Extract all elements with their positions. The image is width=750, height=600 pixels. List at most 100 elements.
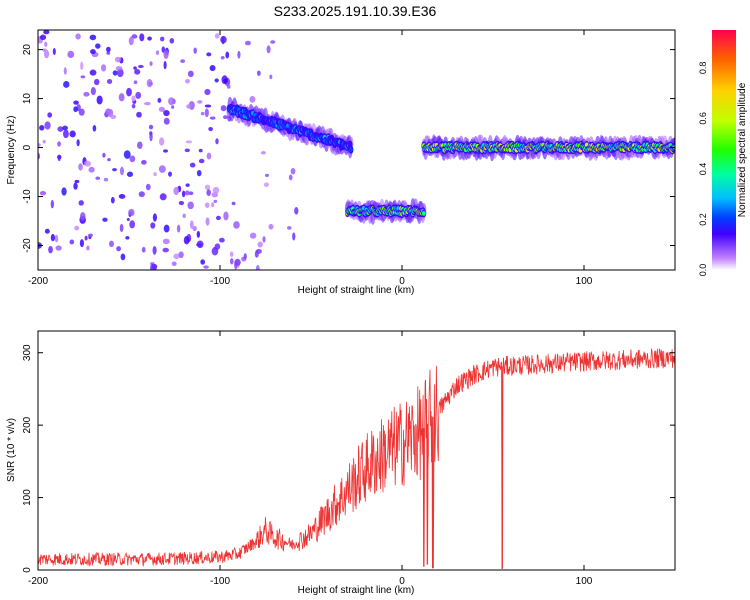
snr-panel: -200 -100 0 100 0 100 200 300 Height of straig…	[6, 330, 676, 596]
colorbar-tick-label: 0.4	[698, 163, 708, 176]
heatmap-cell	[62, 129, 69, 139]
heatmap-cell	[102, 152, 106, 158]
heatmap-cell	[43, 30, 50, 35]
snr-dips	[423, 366, 503, 569]
heatmap-cell	[39, 190, 47, 196]
heatmap-cell	[189, 220, 194, 229]
heatmap-cell	[204, 88, 211, 96]
heatmap-cell	[184, 190, 190, 196]
heatmap-cell	[211, 202, 215, 208]
heatmap-cell	[61, 187, 67, 196]
heatmap-cell	[206, 189, 211, 196]
heatmap-cell	[163, 60, 167, 70]
heatmap-cell	[128, 36, 134, 46]
snr-x-label: Height of straight line (km)	[298, 585, 415, 596]
heatmap-cell	[44, 41, 48, 47]
snr-y-ticks: 0 100 200 300	[22, 344, 675, 573]
heatmap-cell	[115, 66, 123, 71]
heatmap-cell	[126, 217, 130, 222]
snr-y-label: SNR (10 * v/v)	[6, 418, 17, 482]
spectrogram-frame	[37, 29, 676, 271]
heatmap-cell	[162, 238, 170, 245]
heatmap-cell	[266, 45, 271, 54]
heatmap-cell	[176, 224, 181, 233]
heatmap-cell	[143, 101, 151, 106]
heatmap-cell	[107, 157, 111, 162]
heatmap-cell	[244, 40, 251, 46]
heatmap-cell	[106, 51, 111, 55]
x-tick-label: 100	[576, 276, 593, 287]
heatmap-cell	[57, 154, 61, 162]
heatmap-cell	[155, 50, 160, 55]
heatmap-cell	[229, 251, 234, 257]
heatmap-cell	[169, 38, 175, 44]
heatmap-cell	[254, 250, 259, 258]
heatmap-cell	[206, 52, 212, 57]
heatmap-cell	[269, 74, 273, 80]
heatmap-cell	[131, 34, 138, 39]
heatmap-cell	[80, 61, 84, 70]
heatmap-cell	[80, 75, 86, 79]
heatmap-cell	[220, 56, 225, 60]
heatmap-region-noise	[227, 40, 276, 270]
heatmap-cell	[86, 245, 90, 251]
heatmap-cell	[141, 246, 146, 253]
heatmap-cell	[243, 253, 247, 260]
spectrogram-x-ticks: -200 -100 0 100	[28, 30, 593, 287]
heatmap-cell	[204, 108, 209, 118]
heatmap-cell	[153, 172, 157, 177]
heatmap-cell	[54, 234, 59, 243]
heatmap-cell	[126, 171, 134, 177]
heatmap-cell	[69, 130, 76, 138]
heatmap-cell	[233, 221, 240, 229]
heatmap-cell	[118, 194, 126, 199]
heatmap-cell	[200, 259, 206, 265]
heatmap-cell	[44, 228, 50, 234]
heatmap-cell	[133, 66, 137, 70]
heatmap-region-noise	[38, 30, 231, 270]
heatmap-cell	[74, 225, 80, 231]
heatmap-cell	[83, 91, 90, 97]
heatmap-cell	[257, 241, 263, 248]
heatmap-cell	[290, 167, 296, 175]
colorbar: 0.0 0.2 0.4 0.6 0.8 Normalized spectral ampl…	[698, 30, 748, 276]
heatmap-marks	[38, 30, 675, 270]
snr-plot-area	[38, 331, 675, 570]
heatmap-cell	[184, 148, 190, 153]
heatmap-cell	[136, 111, 142, 118]
heatmap-cell	[88, 166, 95, 173]
heatmap-cell	[208, 127, 213, 132]
heatmap-cell	[129, 220, 136, 229]
heatmap-cell	[119, 166, 124, 176]
heatmap-cell	[150, 263, 157, 270]
x-tick-label: 0	[399, 276, 405, 287]
heatmap-cell	[89, 34, 97, 41]
heatmap-cell	[196, 169, 202, 177]
heatmap-cell	[180, 59, 186, 64]
heatmap-cell	[119, 223, 124, 233]
colorbar-ticks: 0.0 0.2 0.4 0.6 0.8	[698, 62, 708, 277]
heatmap-cell	[294, 207, 299, 215]
heatmap-cell	[223, 211, 229, 221]
heatmap-cell	[152, 246, 157, 255]
heatmap-cell	[110, 114, 117, 119]
heatmap-cell	[171, 261, 177, 267]
heatmap-cell	[182, 213, 186, 219]
colorbar-tick-label: 0.0	[698, 264, 708, 277]
heatmap-cell	[138, 191, 145, 198]
heatmap-cell	[168, 97, 175, 106]
heatmap-cell	[263, 182, 269, 187]
heatmap-cell	[57, 141, 61, 147]
heatmap-cell	[237, 50, 241, 59]
heatmap-cell	[48, 245, 53, 254]
heatmap-cell	[112, 168, 117, 172]
heatmap-cell	[116, 68, 124, 78]
heatmap-cell	[421, 211, 426, 216]
heatmap-cell	[96, 95, 103, 105]
heatmap-cell	[133, 80, 138, 85]
heatmap-cell	[69, 239, 75, 245]
heatmap-cell	[221, 36, 225, 45]
heatmap-cell	[159, 36, 165, 42]
heatmap-cell	[55, 245, 62, 251]
heatmap-cell	[158, 165, 166, 173]
